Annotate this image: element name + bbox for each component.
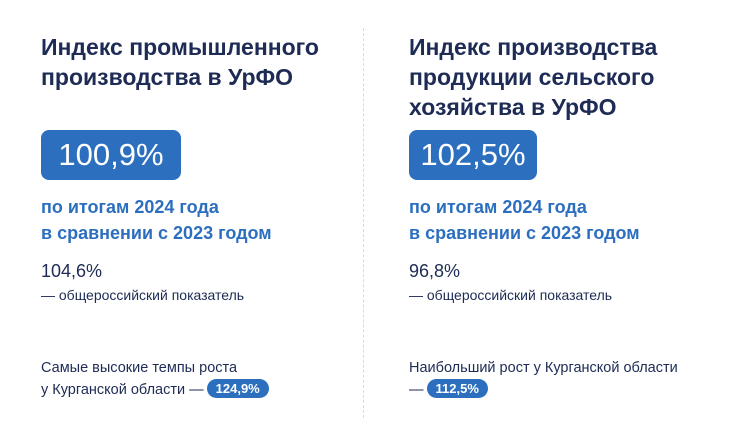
agriculture-index-title: Индекс производства продукции сельского … [409, 34, 658, 120]
agriculture-russia-caption: — общероссийский показатель [409, 287, 613, 303]
agriculture-kurgan-note: Наибольший рост у Курганской области —11… [409, 360, 678, 398]
industrial-russia-caption: — общероссийский показатель [41, 287, 245, 303]
industrial-kurgan-badge: 124,9% [206, 379, 269, 398]
industrial-index-title: Индекс промышленного производства в УрФО [41, 34, 319, 90]
industrial-index-period: по итогам 2024 года в сравнении с 2023 г… [41, 197, 272, 243]
agriculture-russia-value: 96,8% [409, 261, 461, 281]
agriculture-index-period: по итогам 2024 года в сравнении с 2023 г… [409, 197, 640, 243]
industrial-index-value: 100,9% [41, 130, 181, 180]
agriculture-index-value: 102,5% [409, 130, 537, 180]
industrial-russia-value: 104,6% [41, 261, 103, 281]
industrial-kurgan-note: Самые высокие темпы роста у Курганской о… [41, 358, 341, 401]
column-divider [363, 28, 364, 418]
agriculture-kurgan-badge: 112,5% [426, 379, 488, 398]
